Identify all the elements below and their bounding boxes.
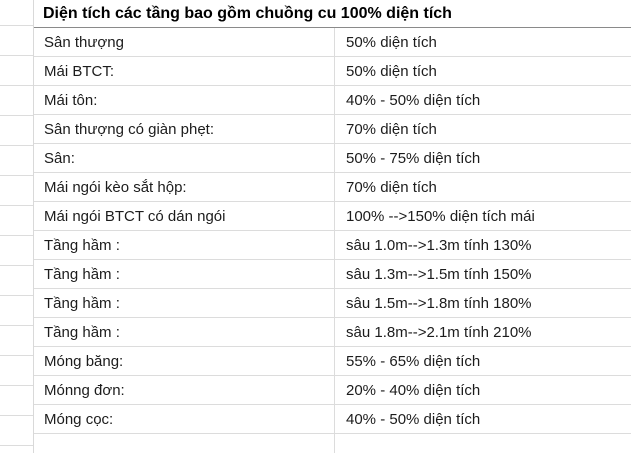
row-label: Mái ngói BTCT có dán ngói — [34, 202, 335, 230]
table-row: Móng cọc: 40% - 50% diện tích — [34, 405, 631, 434]
table-row-empty — [34, 434, 631, 453]
row-value: 70% diện tích — [346, 178, 437, 196]
row-value: sâu 1.0m-->1.3m tính 130% — [346, 236, 532, 254]
row-value: 20% - 40% diện tích — [346, 381, 481, 399]
table-row: Móng băng: 55% - 65% diện tích — [34, 347, 631, 376]
row-label: Tầng hầm : — [34, 231, 335, 259]
row-value: sâu 1.8m-->2.1m tính 210% — [346, 323, 532, 341]
row-value — [335, 434, 631, 453]
table-row: Mái ngói kèo sắt hộp: 70% diện tích — [34, 173, 631, 202]
row-value: 70% diện tích — [346, 120, 437, 138]
row-value: sâu 1.5m-->1.8m tính 180% — [346, 294, 532, 312]
table-row: Sân: 50% - 75% diện tích — [34, 144, 631, 173]
row-label: Tầng hầm : — [34, 289, 335, 317]
row-label — [34, 434, 335, 453]
table-row: Sân thượng 50% diện tích — [34, 28, 631, 57]
row-label: Mái tôn: — [34, 86, 335, 114]
row-label: Sân thượng có giàn phẹt: — [34, 115, 335, 143]
row-label: Sân: — [34, 144, 335, 172]
table-row: Tầng hầm : sâu 1.8m-->2.1m tính 210% — [34, 318, 631, 347]
row-value: 50% diện tích — [346, 62, 437, 80]
row-value: 40% - 50% diện tích — [346, 91, 481, 109]
row-label: Mái BTCT: — [34, 57, 335, 85]
area-percentage-table: Diện tích các tầng bao gồm chuồng cu 100… — [34, 0, 631, 453]
table-row: Mónng đơn: 20% - 40% diện tích — [34, 376, 631, 405]
table-row: Tầng hầm : sâu 1.0m-->1.3m tính 130% — [34, 231, 631, 260]
table-row: Mái BTCT: 50% diện tích — [34, 57, 631, 86]
table-title-row: Diện tích các tầng bao gồm chuồng cu 100… — [34, 0, 631, 28]
table-row: Tầng hầm : sâu 1.3m-->1.5m tính 150% — [34, 260, 631, 289]
row-label: Tầng hầm : — [34, 260, 335, 288]
row-value: 40% - 50% diện tích — [346, 410, 481, 428]
table-row: Mái ngói BTCT có dán ngói 100% -->150% d… — [34, 202, 631, 231]
row-label: Móng cọc: — [34, 405, 335, 433]
table-row: Sân thượng có giàn phẹt: 70% diện tích — [34, 115, 631, 144]
row-value: 100% -->150% diện tích mái — [346, 207, 535, 225]
row-gutter-column — [0, 0, 34, 453]
row-label: Mái ngói kèo sắt hộp: — [34, 173, 335, 201]
row-label: Sân thượng — [34, 28, 335, 56]
table-title: Diện tích các tầng bao gồm chuồng cu 100… — [43, 4, 452, 22]
table-row: Tầng hầm : sâu 1.5m-->1.8m tính 180% — [34, 289, 631, 318]
row-value: sâu 1.3m-->1.5m tính 150% — [346, 265, 532, 283]
row-label: Móng băng: — [34, 347, 335, 375]
row-label: Mónng đơn: — [34, 376, 335, 404]
row-value: 50% - 75% diện tích — [346, 149, 481, 167]
table-row: Mái tôn: 40% - 50% diện tích — [34, 86, 631, 115]
row-value: 55% - 65% diện tích — [346, 352, 481, 370]
row-value: 50% diện tích — [346, 33, 437, 51]
row-label: Tầng hầm : — [34, 318, 335, 346]
